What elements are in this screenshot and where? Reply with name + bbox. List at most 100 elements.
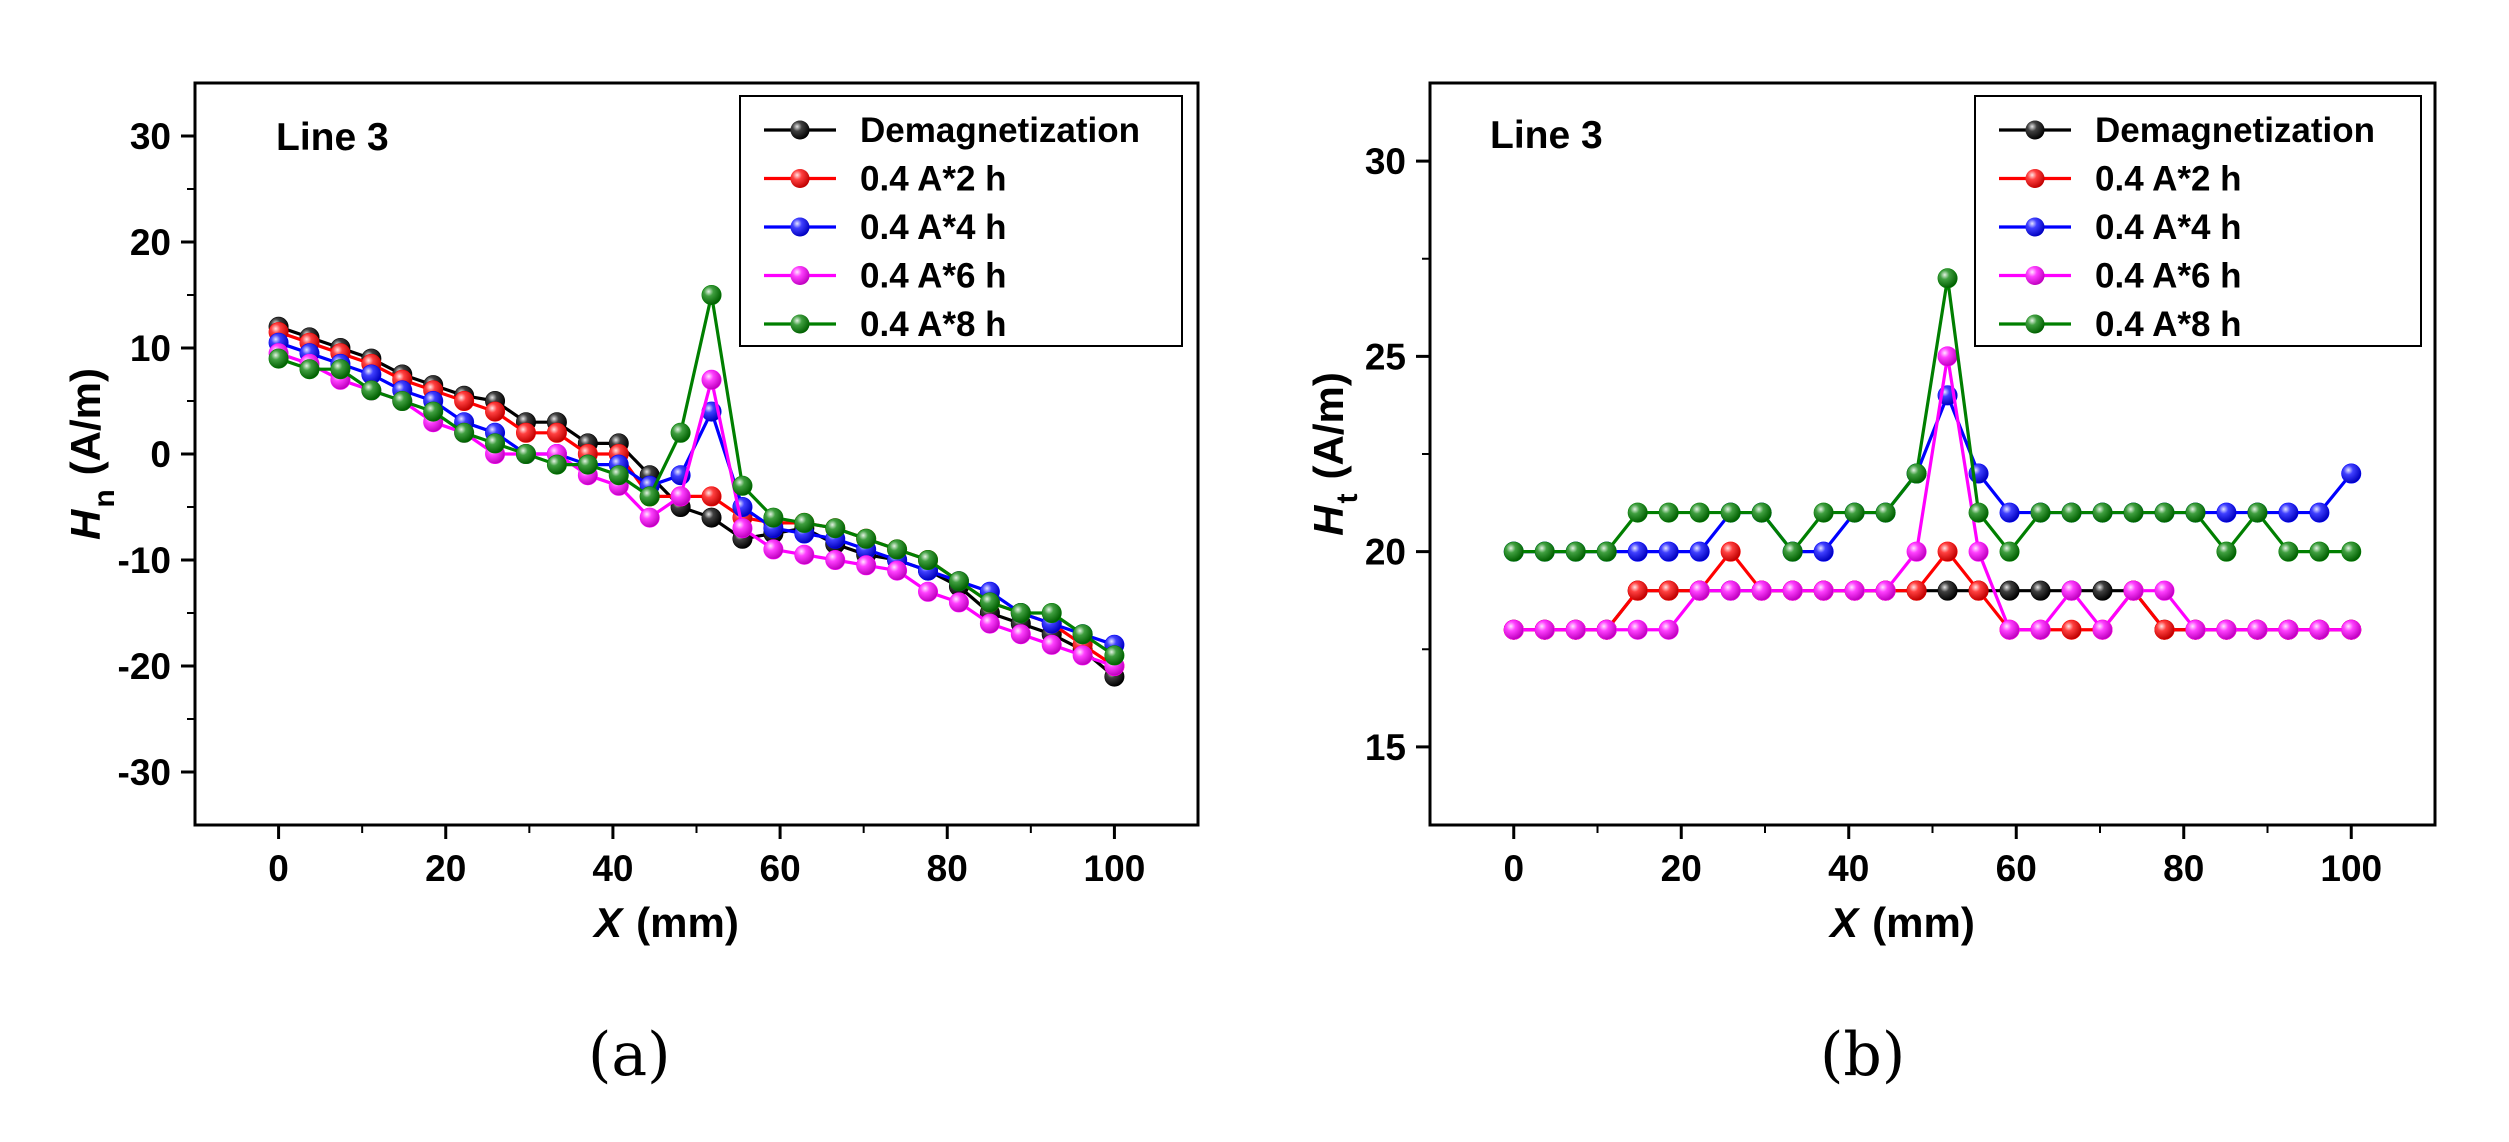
data-point-sheen xyxy=(361,365,381,384)
data-point-sheen xyxy=(1628,581,1648,601)
x-tick-label: 80 xyxy=(927,848,968,889)
data-point-sheen xyxy=(1628,620,1648,640)
legend-swatch-sheen xyxy=(2025,217,2045,237)
x-tick-label: 0 xyxy=(268,848,289,889)
data-point-sheen xyxy=(1938,581,1958,601)
data-point-sheen xyxy=(1597,542,1617,562)
data-point-sheen xyxy=(1907,581,1927,601)
data-point-sheen xyxy=(2124,503,2143,523)
data-point-sheen xyxy=(516,444,536,464)
data-point-sheen xyxy=(887,561,907,581)
data-point-sheen xyxy=(1907,464,1927,484)
data-point-sheen xyxy=(794,545,814,565)
legend-label: 0.4 A*6 h xyxy=(2095,257,2242,296)
data-point-sheen xyxy=(1073,624,1093,644)
data-point-sheen xyxy=(702,486,722,506)
y-tick-label: 25 xyxy=(1365,336,1406,377)
data-point-sheen xyxy=(2247,620,2267,640)
data-point-sheen xyxy=(2309,620,2329,640)
data-point-sheen xyxy=(640,508,660,528)
data-point-sheen xyxy=(2000,620,2020,640)
legend-label: 0.4 A*2 h xyxy=(860,160,1007,199)
data-point-sheen xyxy=(2093,503,2113,523)
data-point-sheen xyxy=(2062,620,2082,640)
data-point-sheen xyxy=(2278,503,2298,523)
legend-item: 0.4 A*2 h xyxy=(1999,160,2242,199)
data-point-sheen xyxy=(330,359,350,379)
legend-swatch-sheen xyxy=(2025,314,2045,334)
data-point-sheen xyxy=(1845,503,1865,523)
data-point-sheen xyxy=(702,370,722,390)
data-point-sheen xyxy=(1659,620,1679,640)
data-point-sheen xyxy=(2216,620,2236,640)
data-point-sheen xyxy=(1566,620,1586,640)
data-point-sheen xyxy=(825,518,845,538)
legend-swatch-sheen xyxy=(2025,120,2045,140)
data-point-sheen xyxy=(1011,624,1031,644)
x-tick-label: 100 xyxy=(1084,848,1146,889)
y-axis-label: Hn(A/m) xyxy=(62,368,121,540)
data-point-sheen xyxy=(2093,620,2113,640)
data-point-sheen xyxy=(856,555,876,575)
data-point-sheen xyxy=(2031,620,2051,640)
data-point-sheen xyxy=(2124,581,2143,601)
data-point-sheen xyxy=(1876,503,1896,523)
data-point-sheen xyxy=(702,508,722,528)
data-point-sheen xyxy=(825,550,845,570)
data-point-sheen xyxy=(2154,620,2174,640)
data-point-sheen xyxy=(918,550,938,570)
data-point-sheen xyxy=(1721,581,1741,601)
legend: Demagnetization 0.4 A*2 h 0.4 A*4 h 0.4 A*6… xyxy=(739,95,1183,347)
data-point-sheen xyxy=(454,423,474,443)
series-4 xyxy=(1503,268,2362,562)
data-point-sheen xyxy=(1845,581,1865,601)
data-point-sheen xyxy=(1721,542,1741,562)
series-line xyxy=(1513,354,2352,632)
data-point-sheen xyxy=(547,423,567,443)
data-point-sheen xyxy=(1535,620,1555,640)
data-point-sheen xyxy=(2278,620,2298,640)
y-tick-label: 0 xyxy=(150,434,171,475)
legend-label: 0.4 A*4 h xyxy=(2095,208,2242,247)
data-point-sheen xyxy=(980,592,1000,612)
data-point-sheen xyxy=(2216,542,2236,562)
y-tick-label: 20 xyxy=(130,222,171,263)
data-point-sheen xyxy=(1104,645,1124,665)
data-point-sheen xyxy=(1690,581,1710,601)
data-point-sheen xyxy=(2185,620,2205,640)
data-point-sheen xyxy=(1011,603,1031,623)
data-point-sheen xyxy=(2185,503,2205,523)
series-line xyxy=(1513,393,2353,554)
data-point-sheen xyxy=(2000,581,2020,601)
data-point-sheen xyxy=(949,571,969,591)
data-point-sheen xyxy=(1814,581,1834,601)
data-point-sheen xyxy=(2309,542,2329,562)
legend-box xyxy=(739,95,1183,347)
data-point-sheen xyxy=(1907,542,1927,562)
legend-swatch-sheen xyxy=(2025,266,2045,285)
data-point-sheen xyxy=(640,486,660,506)
y-axis-label: Ht(A/m) xyxy=(1305,372,1364,536)
data-point-sheen xyxy=(1969,581,1989,601)
data-point-sheen xyxy=(2000,542,2020,562)
chart-panel-a: 0 20 40 60 80 100 -30 -20 -10 0 10 20 30 X (mm) Hn(A/m)… xyxy=(62,81,1200,946)
panel-annotation: Line 3 xyxy=(1490,114,1603,157)
legend-item: 0.4 A*6 h xyxy=(764,257,1007,296)
data-point-sheen xyxy=(763,539,783,559)
series-line xyxy=(278,293,1116,657)
x-tick-label: 60 xyxy=(1996,848,2037,889)
data-point-sheen xyxy=(1814,542,1834,562)
data-point-sheen xyxy=(2000,503,2020,523)
data-point-sheen xyxy=(2341,620,2361,640)
data-point-sheen xyxy=(423,402,443,422)
y-tick-label: 10 xyxy=(130,328,171,369)
panel-caption-a: (a) xyxy=(588,1020,671,1090)
y-tick-label: -10 xyxy=(118,540,171,581)
data-point-sheen xyxy=(732,476,752,496)
data-point-sheen xyxy=(1504,542,1524,562)
data-point-sheen xyxy=(269,349,289,369)
data-point-sheen xyxy=(1752,581,1772,601)
data-point-sheen xyxy=(578,455,598,475)
legend-item: 0.4 A*4 h xyxy=(764,208,1007,247)
